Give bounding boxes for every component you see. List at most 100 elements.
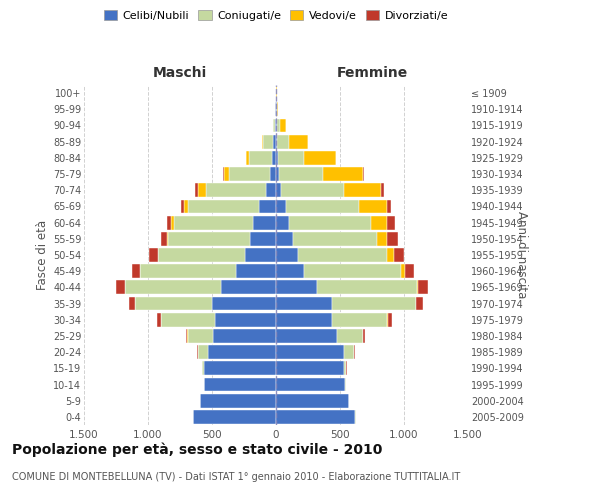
Bar: [278, 167, 323, 181]
Bar: [281, 184, 344, 197]
Bar: [171, 216, 173, 230]
Bar: [371, 216, 388, 230]
Bar: [276, 410, 355, 424]
Bar: [289, 135, 308, 148]
Bar: [129, 296, 135, 310]
Bar: [276, 248, 298, 262]
Bar: [198, 184, 206, 197]
Bar: [276, 346, 344, 359]
Bar: [289, 216, 371, 230]
Bar: [205, 362, 276, 375]
Bar: [344, 184, 381, 197]
Bar: [275, 118, 276, 132]
Bar: [401, 264, 404, 278]
Text: Femmine: Femmine: [337, 66, 407, 80]
Bar: [245, 248, 276, 262]
Bar: [276, 394, 349, 407]
Bar: [250, 232, 276, 245]
Bar: [335, 151, 336, 164]
Legend: Celibi/Nubili, Coniugati/e, Vedovi/e, Divorziati/e: Celibi/Nubili, Coniugati/e, Vedovi/e, Di…: [100, 6, 452, 25]
Bar: [263, 135, 274, 148]
Bar: [417, 280, 418, 294]
Bar: [140, 264, 236, 278]
Bar: [317, 280, 417, 294]
Bar: [196, 184, 198, 197]
Bar: [157, 313, 161, 326]
Bar: [388, 232, 398, 245]
Bar: [276, 118, 277, 132]
Bar: [276, 232, 293, 245]
Bar: [274, 135, 276, 148]
Bar: [286, 200, 359, 213]
Bar: [276, 296, 332, 310]
Bar: [200, 394, 276, 407]
Bar: [276, 216, 289, 230]
Bar: [344, 346, 354, 359]
Bar: [293, 232, 377, 245]
Bar: [418, 280, 428, 294]
Bar: [276, 200, 286, 213]
Bar: [276, 135, 277, 148]
Bar: [278, 151, 304, 164]
Text: Popolazione per età, sesso e stato civile - 2010: Popolazione per età, sesso e stato civil…: [12, 442, 382, 457]
Bar: [276, 264, 304, 278]
Bar: [203, 378, 205, 392]
Bar: [345, 378, 346, 392]
Bar: [280, 118, 286, 132]
Bar: [202, 362, 205, 375]
Bar: [363, 167, 364, 181]
Bar: [167, 216, 171, 230]
Bar: [132, 264, 140, 278]
Bar: [277, 118, 280, 132]
Bar: [193, 410, 276, 424]
Bar: [149, 248, 158, 262]
Bar: [188, 200, 259, 213]
Bar: [276, 184, 281, 197]
Bar: [266, 184, 276, 197]
Bar: [404, 264, 414, 278]
Bar: [116, 280, 125, 294]
Bar: [276, 167, 278, 181]
Text: COMUNE DI MONTEBELLUNA (TV) - Dati ISTAT 1° gennaio 2010 - Elaborazione TUTTITAL: COMUNE DI MONTEBELLUNA (TV) - Dati ISTAT…: [12, 472, 460, 482]
Y-axis label: Anni di nascita: Anni di nascita: [515, 212, 528, 298]
Bar: [381, 184, 383, 197]
Y-axis label: Fasce di età: Fasce di età: [35, 220, 49, 290]
Bar: [215, 313, 276, 326]
Bar: [169, 232, 250, 245]
Bar: [276, 378, 345, 392]
Bar: [276, 280, 317, 294]
Bar: [304, 151, 335, 164]
Bar: [246, 151, 249, 164]
Bar: [161, 232, 167, 245]
Bar: [304, 264, 401, 278]
Bar: [167, 232, 169, 245]
Bar: [276, 362, 344, 375]
Bar: [277, 102, 278, 116]
Bar: [332, 296, 416, 310]
Bar: [332, 313, 388, 326]
Bar: [125, 280, 221, 294]
Bar: [206, 184, 266, 197]
Bar: [344, 362, 346, 375]
Bar: [173, 216, 253, 230]
Bar: [276, 313, 332, 326]
Bar: [188, 329, 213, 343]
Bar: [388, 248, 394, 262]
Bar: [135, 296, 212, 310]
Bar: [221, 280, 276, 294]
Bar: [359, 200, 388, 213]
Bar: [276, 151, 278, 164]
Bar: [184, 200, 188, 213]
Bar: [161, 313, 215, 326]
Bar: [323, 167, 363, 181]
Bar: [205, 378, 276, 392]
Bar: [224, 167, 229, 181]
Bar: [273, 118, 275, 132]
Bar: [298, 248, 388, 262]
Bar: [272, 151, 276, 164]
Bar: [208, 346, 276, 359]
Bar: [388, 200, 391, 213]
Bar: [212, 296, 276, 310]
Bar: [213, 329, 276, 343]
Bar: [186, 329, 187, 343]
